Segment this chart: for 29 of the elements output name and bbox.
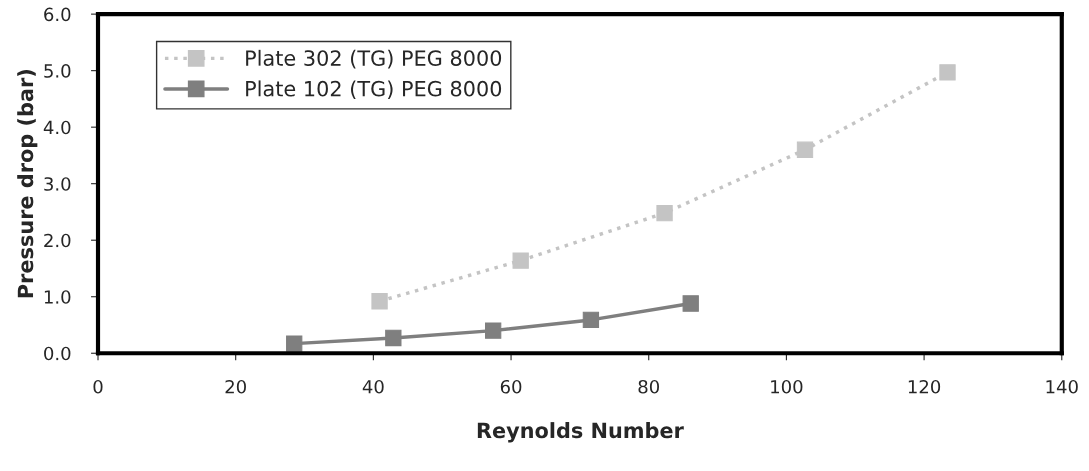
y-tick-label: 3.0	[44, 177, 71, 191]
point	[656, 204, 673, 222]
x-axis-title: Reynolds Number	[477, 422, 684, 443]
y-tick-label: 2.0	[44, 233, 71, 248]
point	[796, 141, 814, 158]
point	[286, 335, 303, 352]
legend-label: Plate 102 (TG) PEG 8000	[246, 80, 502, 99]
x-tick-label: 140	[1046, 379, 1078, 394]
y-tick-label: 0.0	[44, 346, 71, 361]
x-tick-label: 120	[908, 379, 941, 394]
point	[385, 329, 402, 347]
x-tick-label: 40	[362, 379, 384, 394]
y-axis-title: Pressure drop (bar)	[17, 70, 38, 298]
x-tick-label: 100	[771, 379, 803, 394]
point	[485, 322, 502, 339]
point	[582, 311, 600, 329]
y-tick-label: 4.0	[43, 120, 71, 135]
x-tick-label: 80	[638, 379, 660, 394]
y-tick-label: 1.0	[44, 290, 71, 304]
x-tick-label: 60	[500, 379, 522, 394]
point	[939, 64, 956, 81]
y-tick-label: 5.0	[44, 64, 71, 78]
x-tick-label: 0	[93, 379, 103, 394]
legend-label: Plate 302 (TG) PEG 8000	[246, 49, 502, 69]
point	[512, 252, 529, 269]
x-tick-label: 20	[225, 379, 246, 394]
point	[682, 295, 699, 312]
point	[371, 293, 388, 310]
y-tick-label: 6.0	[44, 7, 71, 22]
